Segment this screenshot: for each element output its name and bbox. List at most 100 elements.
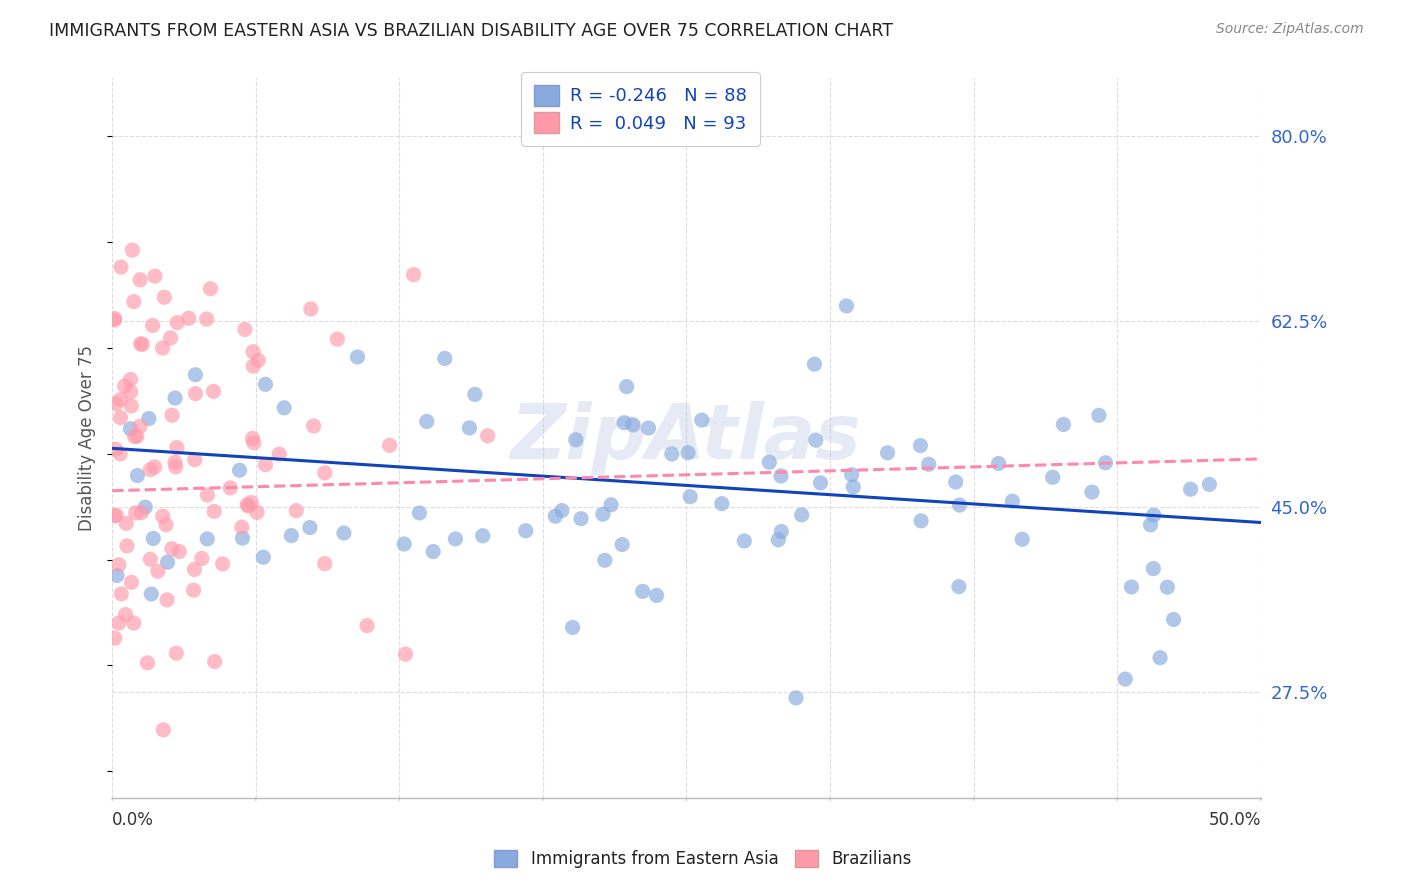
Point <box>710 497 733 511</box>
Point <box>204 655 226 669</box>
Point <box>842 480 865 494</box>
Point <box>810 475 832 490</box>
Point <box>219 481 242 495</box>
Point <box>146 564 169 578</box>
Point <box>134 500 156 515</box>
Point <box>139 552 162 566</box>
Point <box>477 429 499 443</box>
Point <box>600 498 623 512</box>
Point <box>910 439 932 453</box>
Point <box>124 429 146 443</box>
Point <box>200 282 222 296</box>
Point <box>142 532 165 546</box>
Point <box>592 507 614 521</box>
Point <box>163 455 186 469</box>
Point <box>1001 494 1024 508</box>
Point <box>114 607 136 622</box>
Point <box>108 447 131 461</box>
Point <box>107 615 129 630</box>
Point <box>464 387 486 401</box>
Point <box>333 526 356 541</box>
Point <box>1052 417 1074 432</box>
Point <box>356 618 378 632</box>
Point <box>165 646 187 660</box>
Point <box>141 587 163 601</box>
Point <box>238 499 260 513</box>
Point <box>166 316 188 330</box>
Point <box>803 357 825 371</box>
Point <box>645 589 668 603</box>
Point <box>561 620 583 634</box>
Point <box>631 584 654 599</box>
Point <box>122 294 145 309</box>
Point <box>110 260 132 274</box>
Point <box>1143 508 1166 522</box>
Point <box>444 532 467 546</box>
Point <box>841 467 863 482</box>
Text: 50.0%: 50.0% <box>1208 811 1261 829</box>
Point <box>269 447 291 461</box>
Point <box>515 524 537 538</box>
Point <box>422 544 444 558</box>
Point <box>314 557 336 571</box>
Point <box>120 372 142 386</box>
Point <box>770 524 793 539</box>
Point <box>758 455 780 469</box>
Point <box>165 459 187 474</box>
Point <box>127 468 149 483</box>
Point <box>314 466 336 480</box>
Point <box>948 580 970 594</box>
Point <box>1180 482 1202 496</box>
Point <box>790 508 813 522</box>
Point <box>114 379 136 393</box>
Point <box>184 386 207 401</box>
Point <box>110 410 132 425</box>
Point <box>103 508 125 523</box>
Point <box>785 690 807 705</box>
Point <box>569 511 592 525</box>
Point <box>124 506 146 520</box>
Point <box>103 313 125 327</box>
Point <box>676 446 699 460</box>
Point <box>120 422 142 436</box>
Point <box>285 503 308 517</box>
Point <box>129 273 152 287</box>
Point <box>298 520 321 534</box>
Point <box>240 495 263 509</box>
Point <box>247 353 270 368</box>
Point <box>156 555 179 569</box>
Point <box>254 458 277 472</box>
Point <box>804 433 827 447</box>
Point <box>242 359 264 373</box>
Point <box>125 429 148 443</box>
Point <box>202 504 225 518</box>
Legend: R = -0.246   N = 88, R =  0.049   N = 93: R = -0.246 N = 88, R = 0.049 N = 93 <box>522 72 759 145</box>
Point <box>544 509 567 524</box>
Point <box>302 418 325 433</box>
Point <box>152 341 174 355</box>
Point <box>252 550 274 565</box>
Point <box>1081 485 1104 500</box>
Point <box>254 377 277 392</box>
Text: IMMIGRANTS FROM EASTERN ASIA VS BRAZILIAN DISABILITY AGE OVER 75 CORRELATION CHA: IMMIGRANTS FROM EASTERN ASIA VS BRAZILIA… <box>49 22 893 40</box>
Point <box>142 318 165 333</box>
Point <box>1139 517 1161 532</box>
Point <box>122 616 145 631</box>
Point <box>565 433 588 447</box>
Point <box>242 344 264 359</box>
Point <box>115 539 138 553</box>
Point <box>280 528 302 542</box>
Point <box>103 311 125 326</box>
Point <box>1114 672 1136 686</box>
Point <box>104 442 127 457</box>
Point <box>910 514 932 528</box>
Point <box>987 457 1010 471</box>
Point <box>105 568 128 582</box>
Point <box>1121 580 1143 594</box>
Point <box>1088 409 1111 423</box>
Point <box>211 557 233 571</box>
Point <box>378 438 401 452</box>
Point <box>138 411 160 425</box>
Point <box>129 337 152 351</box>
Point <box>593 553 616 567</box>
